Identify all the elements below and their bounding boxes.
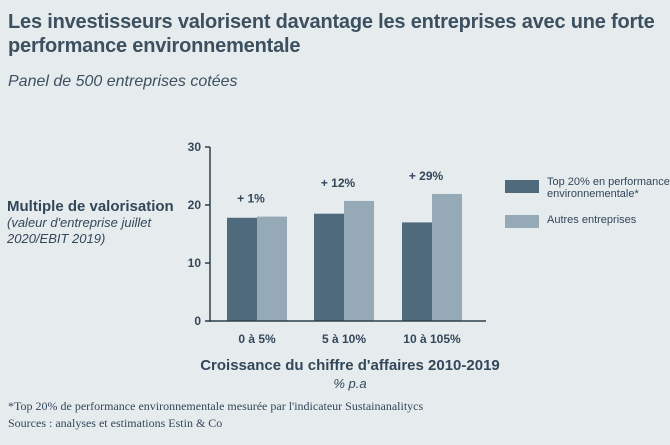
chart-subtitle: Panel de 500 entreprises cotées (8, 73, 238, 90)
bar-top20-1 (314, 213, 344, 321)
bar-top20-0 (227, 217, 257, 321)
footnote: *Top 20% de performance environnementale… (8, 399, 424, 413)
growth-annotation: + 12% (321, 176, 356, 190)
x-axis-unit: % p.a (333, 376, 367, 391)
growth-annotation: + 29% (409, 169, 444, 183)
legend-label-top20: Top 20% en performance environnementale* (547, 176, 670, 200)
legend-swatch-autres (505, 215, 539, 228)
y-tick-label: 20 (188, 198, 202, 212)
x-tick-label: 5 à 10% (322, 332, 366, 346)
x-tick-label: 0 à 5% (238, 332, 276, 346)
chart-title: Les investisseurs valorisent davantage l… (8, 11, 655, 57)
bar-autres-1 (344, 200, 374, 321)
y-tick-label: 10 (188, 256, 202, 270)
y-axis-note: (valeur d'entreprise juillet 2020/EBIT 2… (7, 215, 152, 246)
sources: Sources : analyses et estimations Estin … (8, 416, 223, 430)
legend-swatch-top20 (505, 180, 539, 193)
y-axis-title: Multiple de valorisation (7, 198, 174, 215)
y-axis-label: Multiple de valorisation (valeur d'entre… (7, 199, 182, 247)
y-tick-label: 30 (188, 140, 202, 154)
bar-autres-2 (432, 193, 462, 321)
x-axis-title: Croissance du chiffre d'affaires 2010-20… (200, 357, 500, 374)
x-tick-label: 10 à 105% (403, 332, 461, 346)
bar-autres-0 (257, 216, 287, 321)
y-tick-label: 0 (194, 314, 201, 328)
growth-annotation: + 1% (237, 192, 265, 206)
legend-label-autres: Autres entreprises (547, 214, 637, 226)
bar-top20-2 (402, 222, 432, 321)
